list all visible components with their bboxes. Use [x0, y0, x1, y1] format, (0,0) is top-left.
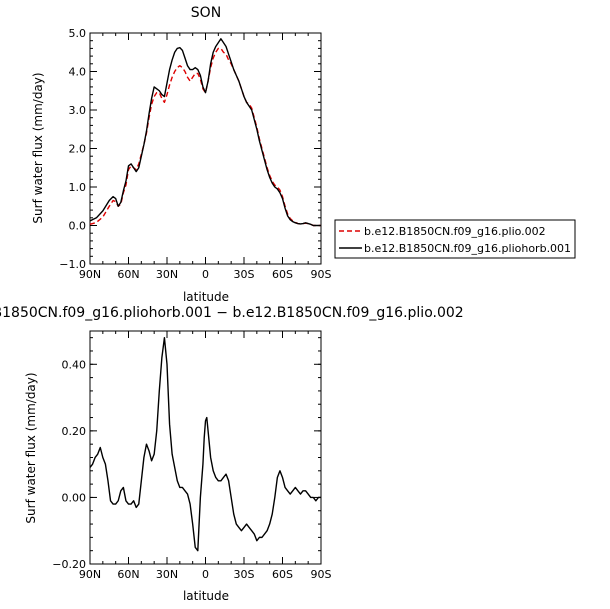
- panel-top: SON −1.0 0.0 1.0 2.0 3.0 4.0 5.0 90N 60N 30N 0 30S…: [31, 5, 332, 304]
- bottom-series-group: [89, 336, 321, 552]
- y-tick-label: 2.0: [69, 143, 87, 156]
- x-tick-label: 60S: [272, 268, 293, 281]
- x-tick-label: 60N: [117, 568, 139, 581]
- top-xlabel: latitude: [183, 290, 229, 304]
- x-tick-label: 90N: [79, 268, 101, 281]
- bottom-x-axis: 90N 60N 30N 0 30S 60S 90S: [79, 331, 332, 581]
- x-tick-label: 30S: [234, 568, 255, 581]
- top-ylabel: Surf water flux (mm/day): [31, 72, 45, 223]
- legend: b.e12.B1850CN.f09_g16.plio.002 b.e12.B18…: [334, 219, 576, 259]
- series-line-0-0: [89, 47, 321, 227]
- bottom-plot-frame: [89, 330, 322, 565]
- panel-bottom: b.e12.B1850CN.f09_g16.pliohorb.001 − b.e…: [0, 305, 464, 603]
- x-tick-label: 0: [202, 268, 209, 281]
- y-tick-label: 3.0: [69, 104, 87, 117]
- x-tick-label: 30S: [234, 268, 255, 281]
- top-y-axis: −1.0 0.0 1.0 2.0 3.0 4.0 5.0: [59, 27, 321, 271]
- x-tick-label: 90N: [79, 568, 101, 581]
- y-tick-label: 4.0: [69, 66, 87, 79]
- legend-label-plio: b.e12.B1850CN.f09_g16.plio.002: [364, 225, 546, 238]
- bottom-y-axis: −0.20 0.00 0.20 0.40: [52, 337, 321, 571]
- x-tick-label: 90S: [311, 268, 332, 281]
- bottom-ylabel: Surf water flux (mm/day): [24, 372, 38, 523]
- y-tick-label: 5.0: [69, 27, 87, 40]
- x-tick-label: 30N: [156, 268, 178, 281]
- legend-box: [334, 219, 576, 259]
- x-tick-label: 0: [202, 568, 209, 581]
- y-tick-label: 1.0: [69, 181, 87, 194]
- bottom-xlabel: latitude: [183, 589, 229, 603]
- x-tick-label: 60S: [272, 568, 293, 581]
- series-line-1-0: [89, 336, 321, 552]
- y-tick-label: −0.20: [52, 558, 86, 571]
- y-tick-label: 0.0: [69, 220, 87, 233]
- top-title: SON: [191, 5, 221, 21]
- y-tick-label: −1.0: [59, 258, 86, 271]
- legend-label-pliohorb: b.e12.B1850CN.f09_g16.pliohorb.001: [364, 242, 571, 255]
- top-x-axis: 90N 60N 30N 0 30S 60S 90S: [79, 33, 332, 281]
- bottom-title: b.e12.B1850CN.f09_g16.pliohorb.001 − b.e…: [0, 305, 464, 321]
- series-line-0-1: [89, 38, 321, 227]
- x-tick-label: 90S: [311, 568, 332, 581]
- x-tick-label: 30N: [156, 568, 178, 581]
- y-tick-label: 0.40: [62, 358, 87, 371]
- top-plot-frame: [89, 32, 322, 265]
- x-tick-label: 60N: [117, 268, 139, 281]
- y-tick-label: 0.20: [62, 425, 87, 438]
- y-tick-label: 0.00: [62, 491, 87, 504]
- top-series-group: [89, 38, 321, 227]
